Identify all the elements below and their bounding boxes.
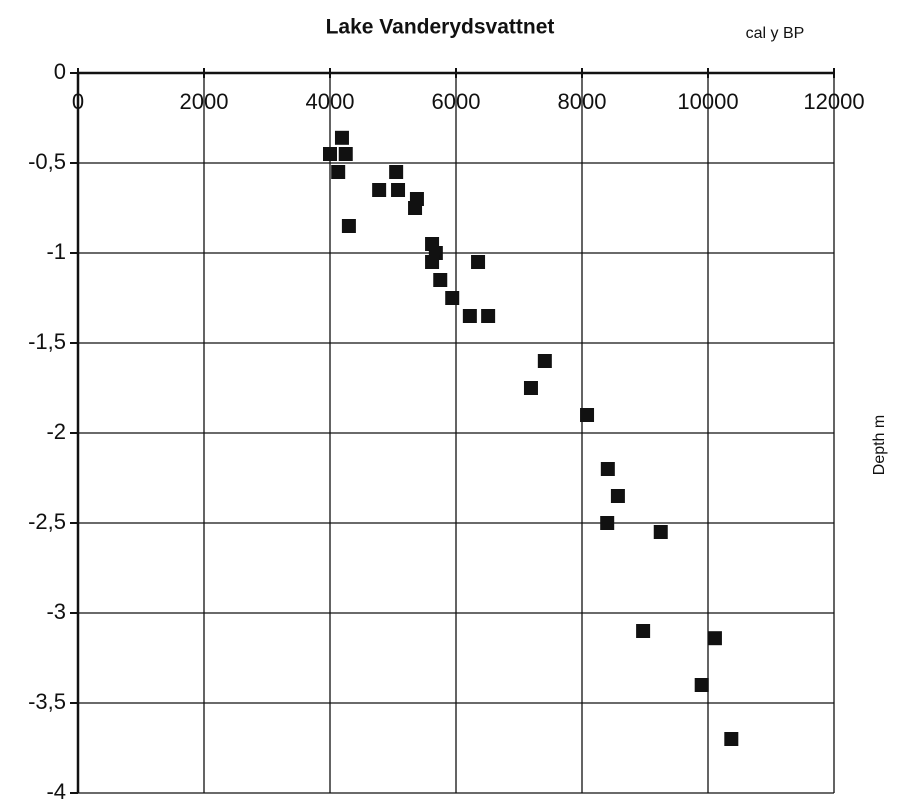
x-tick-label: 2000	[180, 89, 229, 114]
point	[481, 309, 496, 323]
point	[653, 525, 668, 539]
point	[445, 291, 460, 305]
point	[694, 678, 709, 692]
point	[338, 147, 353, 161]
point	[372, 183, 387, 197]
x-tick-label: 4000	[306, 89, 355, 114]
x-tick-label: 12000	[803, 89, 864, 114]
point	[600, 462, 615, 476]
point	[334, 130, 349, 145]
point	[471, 255, 486, 269]
y-tick-label: 0	[54, 59, 66, 84]
point	[389, 165, 404, 179]
y-tick-label: -1	[46, 239, 66, 264]
point	[331, 165, 346, 179]
point	[600, 516, 615, 530]
point	[341, 219, 356, 233]
y-tick-label: -2,5	[28, 509, 66, 534]
point	[523, 381, 538, 395]
x-tick-label: 8000	[558, 89, 607, 114]
y-tick-label: -2	[46, 419, 66, 444]
point	[537, 354, 552, 368]
point	[707, 631, 722, 646]
x-axis-label: cal y BP	[746, 25, 805, 42]
y-tick-label: -4	[46, 779, 66, 802]
y-tick-label: -3	[46, 599, 66, 624]
x-tick-label: 6000	[432, 89, 481, 114]
x-tick-label: 10000	[677, 89, 738, 114]
y-tick-label: -1,5	[28, 329, 66, 354]
point	[462, 309, 477, 323]
y-tick-label: -0,5	[28, 149, 66, 174]
chart-title: Lake Vanderydsvattnet	[326, 16, 555, 39]
point	[391, 183, 406, 197]
point	[425, 255, 440, 269]
y-tick-label: -3,5	[28, 689, 66, 714]
point	[636, 624, 651, 638]
grid: 0200040006000800010000120000-0,5-1-1,5-2…	[28, 59, 865, 802]
point	[724, 732, 739, 746]
point	[408, 201, 423, 215]
point	[323, 147, 337, 161]
y-axis-label: Depth m	[871, 415, 888, 475]
point	[610, 489, 625, 503]
point	[433, 273, 448, 287]
point	[580, 408, 595, 422]
points	[323, 130, 739, 746]
